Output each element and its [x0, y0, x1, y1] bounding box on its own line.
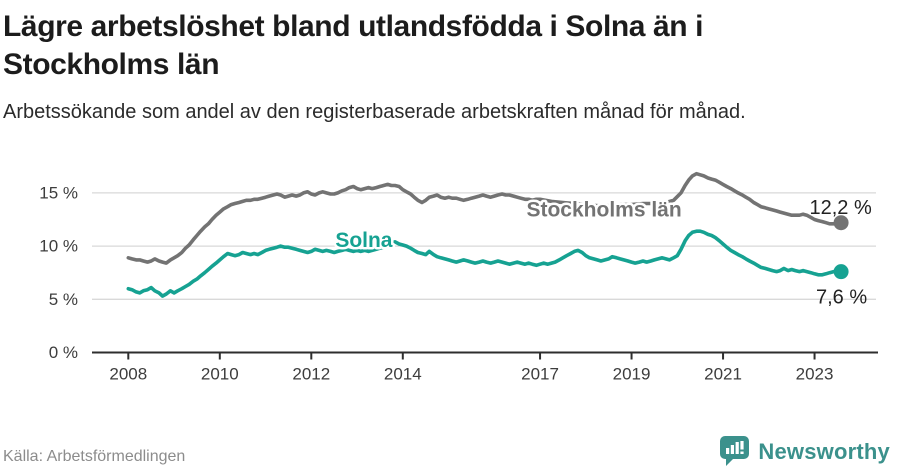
chart-header: Lägre arbetslöshet bland utlandsfödda i … [0, 0, 900, 127]
chart-footer: Källa: Arbetsförmedlingen Newsworthy [0, 430, 900, 474]
y-tick-label: 15 % [39, 183, 78, 202]
source-credit: Källa: Arbetsförmedlingen [3, 448, 186, 465]
y-tick-label: 10 % [39, 237, 78, 256]
x-tick-label: 2012 [292, 365, 330, 384]
series-label: Stockholms län [526, 198, 681, 221]
newsworthy-bubble-chart-icon [719, 435, 750, 468]
chart-subtitle: Arbetssökande som andel av den registerb… [3, 101, 746, 123]
x-tick-label: 2017 [521, 365, 559, 384]
y-tick-label: 0 % [49, 343, 78, 362]
series-end-value-label: 7,6 % [816, 287, 867, 309]
series-label: Solna [335, 229, 392, 252]
x-tick-label: 2019 [613, 365, 651, 384]
series-line-stockholms-län [126, 171, 843, 265]
x-tick-label: 2010 [201, 365, 239, 384]
x-tick-label: 2014 [384, 365, 422, 384]
series-end-value-label: 12,2 % [809, 197, 871, 219]
y-tick-label: 5 % [49, 290, 78, 309]
series-end-dot [833, 215, 849, 231]
x-tick-label: 2023 [796, 365, 834, 384]
newsworthy-logo: Newsworthy [719, 435, 890, 468]
newsworthy-wordmark: Newsworthy [758, 438, 890, 464]
series-end-dot [833, 264, 849, 280]
chart-title: Lägre arbetslöshet bland utlandsfödda i … [3, 10, 704, 81]
line-chart-canvas: 0 % 5 % 10 % 15 % 2008 2010 2012 2014 2017 2019 20… [39, 171, 878, 384]
x-tick-label: 2021 [704, 365, 742, 384]
x-tick-label: 2008 [109, 365, 147, 384]
line-chart: 0 % 5 % 10 % 15 % 2008 2010 2012 2014 2017 2019 20… [0, 150, 900, 388]
series-line-solna [126, 229, 843, 298]
